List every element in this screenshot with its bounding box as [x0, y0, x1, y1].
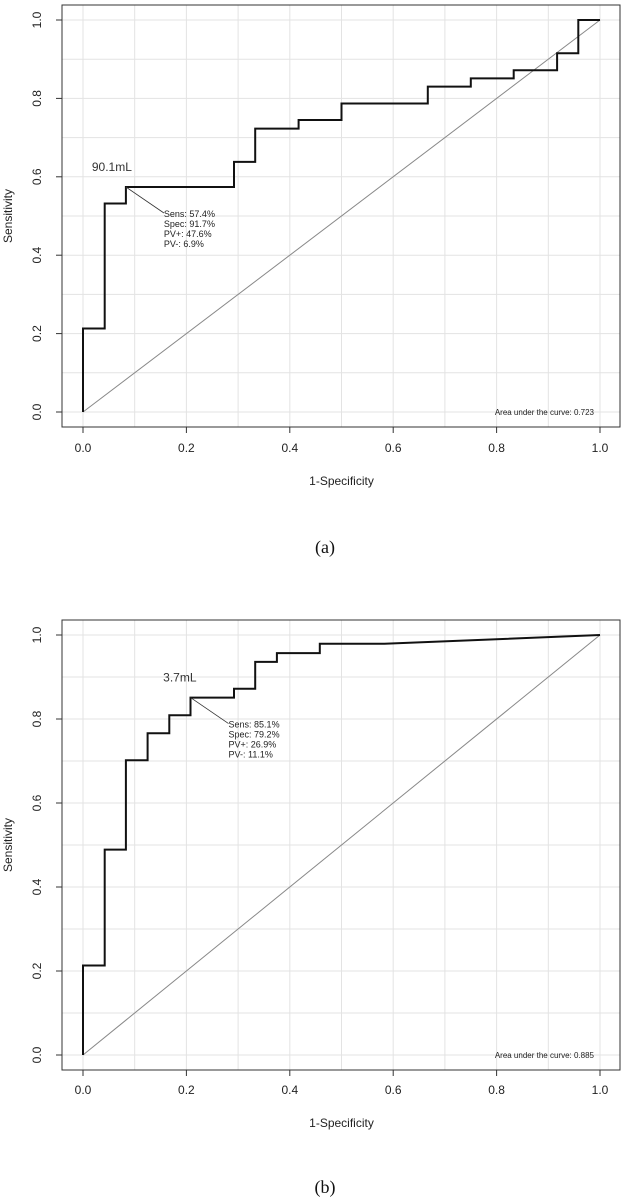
x-tick-label: 0.0	[75, 441, 92, 455]
x-axis-title: 1-Specificity	[309, 1116, 374, 1130]
panel-caption: (a)	[315, 537, 335, 558]
x-tick-label: 0.6	[385, 1083, 402, 1097]
cutoff-value-label: 3.7mL	[163, 671, 197, 685]
y-axis-title: Sensitivity	[1, 189, 15, 243]
reference-diagonal-line	[82, 634, 601, 1056]
x-tick-label: 1.0	[592, 441, 609, 455]
x-axis-title: 1-Specificity	[309, 474, 374, 488]
auc-label: Area under the curve: 0.885	[495, 1051, 595, 1060]
auc-label: Area under the curve: 0.723	[495, 408, 595, 417]
y-tick-label: 0.0	[30, 1046, 44, 1063]
y-tick-label: 0.8	[30, 90, 44, 107]
cutoff-stat-label: PV-: 11.1%	[229, 750, 273, 760]
grid-lines	[62, 5, 620, 427]
x-tick-label: 0.6	[385, 441, 402, 455]
y-tick-label: 0.2	[30, 325, 44, 342]
x-tick-label: 1.0	[592, 1083, 609, 1097]
plot-frame	[61, 4, 621, 428]
cutoff-value-label: 90.1mL	[92, 160, 132, 174]
cutoff-stat-label: PV+: 26.9%	[229, 740, 277, 750]
y-tick-label: 0.4	[30, 247, 44, 264]
cutoff-stat-label: PV-: 6.9%	[164, 239, 204, 249]
y-tick-label: 1.0	[30, 11, 44, 28]
y-axis-title: Sensitivity	[1, 818, 15, 872]
y-tick-label: 0.4	[30, 878, 44, 895]
cutoff-stat-label: Sens: 57.4%	[164, 209, 215, 219]
panel-caption: (b)	[315, 1177, 336, 1198]
y-tick-label: 1.0	[30, 626, 44, 643]
grid-lines	[62, 620, 620, 1070]
x-tick-label: 0.4	[281, 441, 298, 455]
x-tick-label: 0.2	[178, 441, 195, 455]
y-axis: 0.0 0.2 0.4 0.6 0.8 1.0	[30, 11, 62, 420]
reference-diagonal-line	[82, 19, 601, 413]
x-axis: 0.0 0.2 0.4 0.6 0.8 1.0	[75, 1070, 609, 1097]
x-tick-label: 0.4	[281, 1083, 298, 1097]
cutoff-stat-label: Spec: 79.2%	[229, 730, 280, 740]
x-axis: 0.0 0.2 0.4 0.6 0.8 1.0	[75, 427, 609, 455]
roc-panel-b: 0.0 0.2 0.4 0.6 0.8 1.0 1-Specificity 0.0 0.2 0.4…	[1, 619, 621, 1198]
cutoff-stat-label: Sens: 85.1%	[229, 720, 280, 730]
cutoff-leader-line	[125, 186, 165, 214]
y-tick-label: 0.6	[30, 168, 44, 185]
y-tick-label: 0.6	[30, 794, 44, 811]
y-tick-label: 0.8	[30, 710, 44, 727]
x-tick-label: 0.0	[75, 1083, 92, 1097]
cutoff-leader-line	[190, 697, 229, 724]
x-tick-label: 0.8	[488, 441, 505, 455]
roc-panel-a: 0.0 0.2 0.4 0.6 0.8 1.0 1-Specificity 0.0 0.2 0.4…	[1, 4, 621, 558]
roc-curve-line	[82, 19, 600, 412]
y-tick-label: 0.2	[30, 962, 44, 979]
cutoff-stat-label: PV+: 47.6%	[164, 229, 212, 239]
roc-curve-line	[82, 634, 601, 1055]
x-tick-label: 0.8	[488, 1083, 505, 1097]
plot-frame	[61, 619, 621, 1071]
cutoff-stat-label: Spec: 91.7%	[164, 219, 215, 229]
y-axis: 0.0 0.2 0.4 0.6 0.8 1.0	[30, 626, 62, 1063]
y-tick-label: 0.0	[30, 403, 44, 420]
x-tick-label: 0.2	[178, 1083, 195, 1097]
